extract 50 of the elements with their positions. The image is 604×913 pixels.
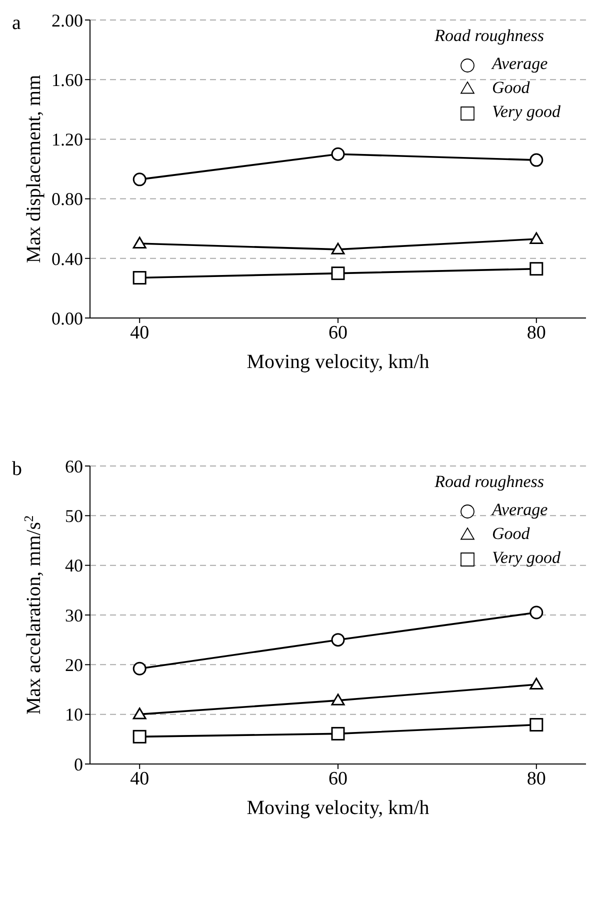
- y-tick-label: 2.00: [52, 10, 83, 30]
- y-tick-label: 1.60: [52, 70, 83, 90]
- point: [530, 153, 544, 167]
- legend-label: Very good: [492, 101, 562, 123]
- y-tick-label: 40: [65, 556, 83, 576]
- point: [331, 147, 345, 161]
- point: [331, 633, 345, 647]
- point: [132, 172, 146, 186]
- y-tick-label: 20: [65, 655, 83, 676]
- y-tick-label: 10: [65, 704, 83, 725]
- point: [132, 708, 146, 720]
- x-tick-label: 80: [526, 768, 546, 790]
- x-tick-label: 40: [130, 768, 150, 790]
- legend-label: Average: [492, 499, 549, 521]
- x-tick-label: 60: [328, 322, 348, 344]
- y-tick-label: 0: [74, 754, 83, 774]
- legend-label: Very good: [492, 547, 562, 569]
- point: [132, 662, 146, 676]
- x-tick-label: 40: [130, 322, 150, 344]
- y-tick-label: 0.80: [52, 189, 83, 210]
- legend-label: Good: [492, 77, 531, 99]
- legend-title: Road roughness: [434, 26, 544, 46]
- point: [132, 236, 146, 248]
- x-tick-label: 80: [526, 322, 546, 344]
- legend-title: Road roughness: [434, 472, 544, 492]
- legend-label: Good: [492, 523, 531, 545]
- point: [331, 726, 345, 740]
- chart-title: a: [12, 12, 21, 35]
- x-tick-label: 60: [328, 768, 348, 790]
- point: [331, 694, 345, 706]
- legend-label: Average: [492, 53, 549, 75]
- point: [331, 266, 345, 280]
- y-tick-label: 60: [65, 456, 83, 476]
- y-tick-label: 0.00: [52, 308, 83, 328]
- y-axis-title: Max displacement, mm: [23, 74, 45, 264]
- y-tick-label: 30: [65, 605, 83, 626]
- y-tick-label: 1.20: [52, 130, 83, 150]
- point: [331, 242, 345, 254]
- point: [530, 232, 544, 244]
- point: [530, 262, 544, 276]
- y-tick-label: 50: [65, 506, 83, 526]
- point: [530, 606, 544, 620]
- chart-title: b: [12, 458, 22, 481]
- point: [132, 730, 146, 744]
- y-tick-label: 0.40: [52, 248, 83, 269]
- point: [530, 718, 544, 732]
- point: [530, 678, 544, 690]
- point: [132, 271, 146, 285]
- x-axis-title: Moving velocity, km/h: [246, 351, 430, 373]
- x-axis-title: Moving velocity, km/h: [246, 797, 430, 819]
